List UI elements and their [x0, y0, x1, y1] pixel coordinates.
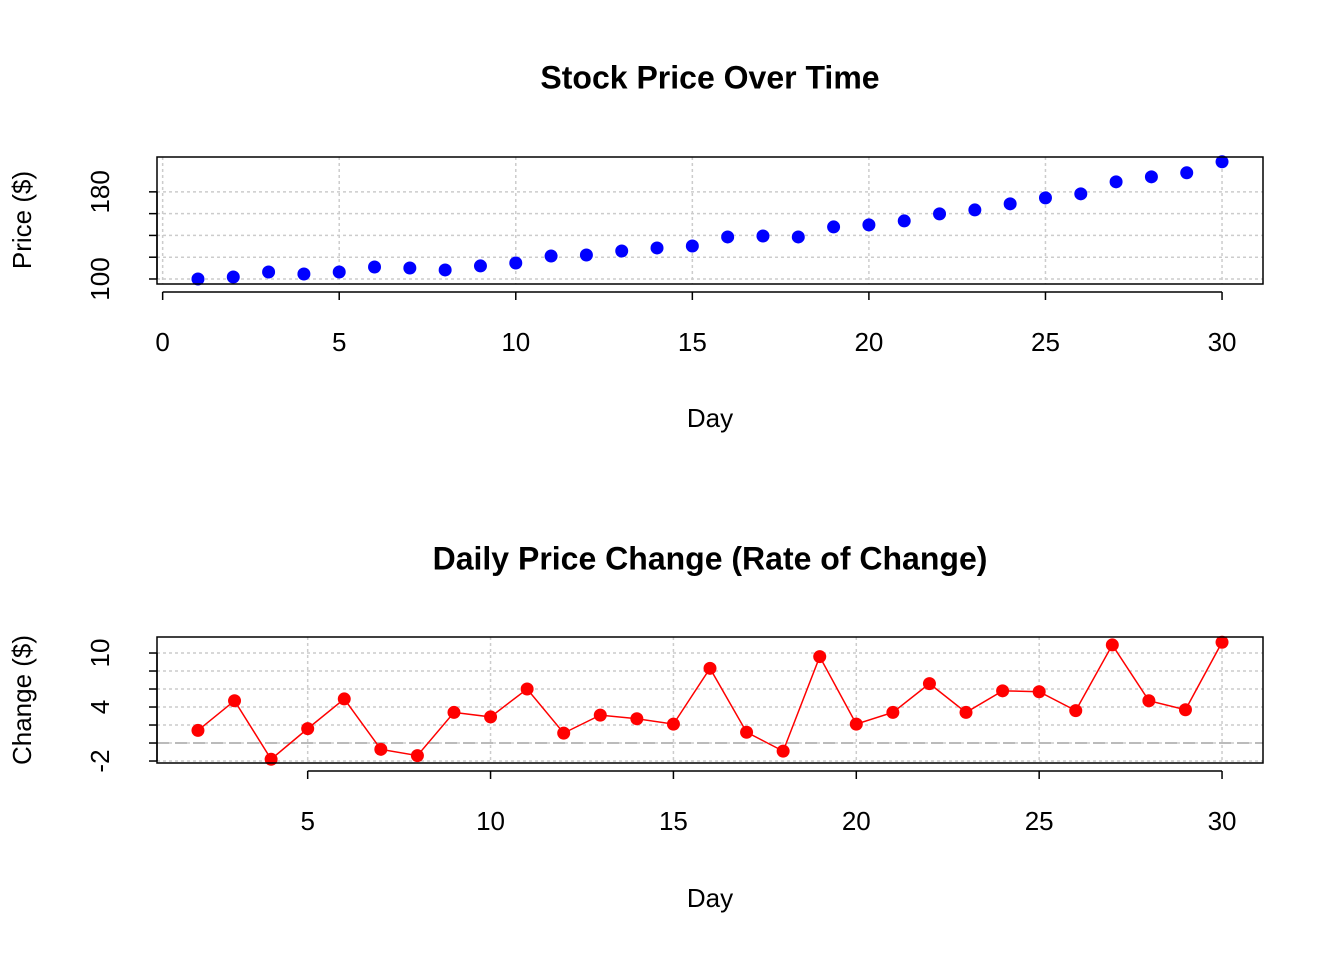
data-point — [813, 650, 827, 664]
data-point — [666, 717, 680, 731]
y-tick-label: 4 — [85, 700, 115, 714]
data-point — [1074, 187, 1088, 201]
data-point — [1032, 685, 1046, 699]
x-tick-label: 20 — [842, 806, 871, 836]
data-point — [473, 259, 487, 273]
x-axis-label: Day — [687, 883, 733, 913]
data-point — [1038, 191, 1052, 205]
data-point — [740, 725, 754, 739]
data-point — [756, 229, 770, 243]
x-tick-label: 10 — [501, 327, 530, 357]
data-point — [791, 230, 805, 244]
data-point — [1142, 694, 1156, 708]
data-point — [191, 272, 205, 286]
data-point — [886, 705, 900, 719]
data-point — [685, 239, 699, 253]
data-point — [403, 261, 417, 275]
x-tick-label: 5 — [300, 806, 314, 836]
data-point — [262, 265, 276, 279]
data-point — [1069, 704, 1083, 718]
data-point — [776, 744, 790, 758]
data-point — [933, 207, 947, 221]
x-tick-label: 30 — [1208, 327, 1237, 357]
data-line — [197, 641, 1223, 761]
data-point — [1105, 638, 1119, 652]
y-tick-label: -2 — [85, 749, 115, 772]
chart-title: Stock Price Over Time — [540, 59, 879, 95]
data-point — [1144, 170, 1158, 184]
data-point — [544, 249, 558, 263]
data-point — [849, 717, 863, 731]
data-point — [630, 712, 644, 726]
data-point — [1215, 635, 1229, 649]
data-point — [862, 218, 876, 232]
data-point — [368, 260, 382, 274]
data-point — [1109, 175, 1123, 189]
x-tick-label: 15 — [678, 327, 707, 357]
data-point — [438, 263, 452, 277]
x-tick-label: 0 — [155, 327, 169, 357]
x-tick-label: 30 — [1208, 806, 1237, 836]
x-tick-label: 10 — [476, 806, 505, 836]
data-point — [1180, 166, 1194, 180]
data-point — [1215, 155, 1229, 169]
data-point — [579, 248, 593, 262]
data-point — [650, 241, 664, 255]
data-point — [557, 726, 571, 740]
data-point — [301, 722, 315, 736]
data-point — [520, 682, 534, 696]
data-point — [332, 265, 346, 279]
y-tick-label: 100 — [85, 257, 115, 300]
data-point — [484, 710, 498, 724]
data-point — [1003, 197, 1017, 211]
data-point — [264, 752, 278, 766]
data-point — [959, 705, 973, 719]
x-axis-label: Day — [687, 403, 733, 433]
data-point — [447, 705, 461, 719]
data-point — [897, 214, 911, 228]
plot-frame — [156, 156, 1264, 285]
data-point — [226, 270, 240, 284]
data-point — [374, 742, 388, 756]
data-point — [191, 723, 205, 737]
data-point — [297, 267, 311, 281]
x-tick-label: 15 — [659, 806, 688, 836]
data-point — [228, 694, 242, 708]
y-tick-label: 180 — [85, 170, 115, 213]
data-point — [593, 708, 607, 722]
data-point — [615, 244, 629, 258]
data-point — [922, 677, 936, 691]
y-tick-label: 10 — [85, 639, 115, 668]
data-point — [410, 749, 424, 763]
data-point — [721, 230, 735, 244]
chart-title: Daily Price Change (Rate of Change) — [433, 540, 988, 576]
x-tick-label: 25 — [1025, 806, 1054, 836]
data-point — [509, 256, 523, 270]
data-point — [337, 692, 351, 706]
y-axis-label: Change ($) — [7, 635, 37, 765]
y-axis-label: Price ($) — [7, 171, 37, 269]
data-point — [996, 684, 1010, 698]
x-tick-label: 25 — [1031, 327, 1060, 357]
data-point — [968, 203, 982, 217]
data-point — [703, 661, 717, 675]
x-tick-label: 20 — [854, 327, 883, 357]
data-point — [1178, 703, 1192, 717]
data-point — [827, 220, 841, 234]
plot-frame — [156, 636, 1264, 764]
x-tick-label: 5 — [332, 327, 346, 357]
